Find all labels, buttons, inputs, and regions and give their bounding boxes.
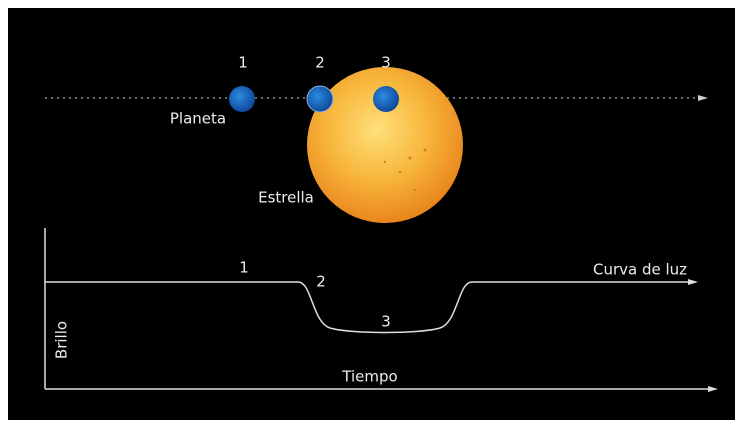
planet [373,86,399,112]
planet [229,86,255,112]
orbit-arrow [698,95,708,101]
position-label: 1 [238,54,248,72]
star [307,67,463,223]
planet [306,85,334,113]
position-label: 3 [381,54,391,72]
y-axis-label: Brillo [53,321,71,359]
curve-position-label: 3 [381,313,391,331]
star-label: Estrella [258,189,314,207]
x-axis-arrow [708,386,718,392]
light-curve [45,281,692,334]
curve-position-label: 1 [239,259,249,277]
planet-label: Planeta [170,110,226,128]
curve-position-label: 2 [316,273,326,291]
position-label: 2 [315,54,325,72]
x-axis-label: Tiempo [341,368,397,386]
sunspots [383,148,427,191]
curve-arrow [688,279,698,285]
curve-label: Curva de luz [593,261,687,279]
